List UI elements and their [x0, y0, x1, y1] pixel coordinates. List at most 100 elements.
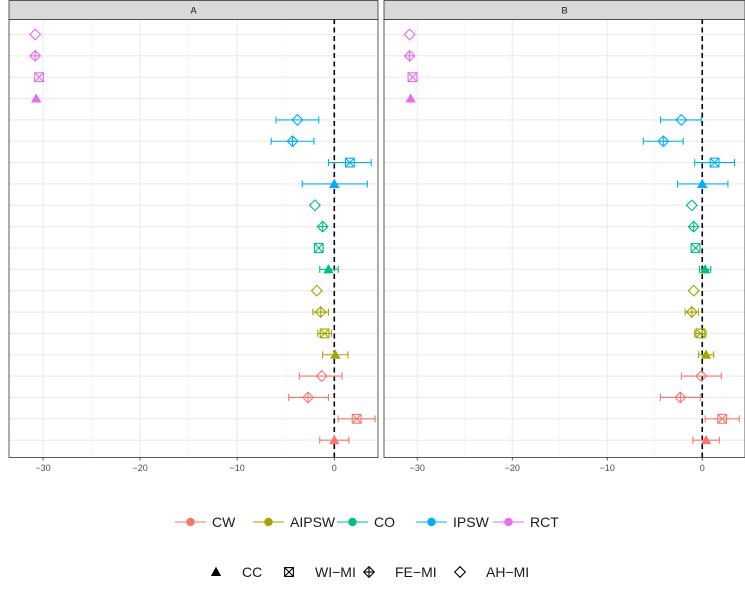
- estimate-cw: [704, 413, 740, 424]
- point-marker: [695, 328, 706, 339]
- point-marker: [697, 178, 708, 188]
- estimate-ipsw: [301, 178, 368, 188]
- point-marker: [403, 28, 416, 41]
- legend-label: CC: [242, 564, 262, 580]
- point-marker: [690, 243, 701, 253]
- estimate-rct: [407, 72, 418, 83]
- point-marker: [329, 178, 340, 188]
- legend-imputations: CC WI−MI FE−MI AH−MI: [210, 564, 529, 580]
- legend-dot: [348, 517, 357, 527]
- estimate-aipsw: [317, 328, 332, 339]
- estimate-cw: [337, 413, 376, 424]
- point-marker: [685, 305, 698, 319]
- estimate-cw: [288, 391, 330, 404]
- point-marker: [405, 93, 416, 103]
- point-marker: [29, 28, 42, 41]
- estimate-rct: [403, 28, 416, 41]
- panel-background: [9, 19, 378, 458]
- legend-label: CO: [374, 514, 395, 530]
- x-tick-label: −30: [410, 463, 425, 473]
- legend-dot: [264, 517, 273, 527]
- panel-background: [384, 19, 745, 458]
- estimate-rct: [29, 28, 42, 41]
- point-marker: [313, 243, 324, 253]
- legend-label: IPSW: [453, 514, 490, 530]
- legend-item-cc: CC: [210, 564, 262, 580]
- estimate-aipsw: [322, 349, 349, 359]
- point-marker: [286, 135, 299, 148]
- estimate-ipsw: [275, 113, 320, 126]
- legend-label: AH−MI: [486, 564, 529, 580]
- legend-label: AIPSW: [290, 514, 336, 530]
- legend-shape: [210, 566, 222, 576]
- point-marker: [314, 305, 327, 319]
- point-marker: [351, 413, 362, 424]
- x-tick-label: −10: [600, 463, 615, 473]
- estimate-cw: [659, 391, 701, 404]
- facet-strip-label: B: [561, 6, 567, 17]
- legend-item-ah-mi: AH−MI: [453, 564, 529, 580]
- estimate-rct: [405, 93, 416, 103]
- point-marker: [344, 157, 355, 168]
- panel-b: B −30 −20 −10 0: [383, 0, 745, 473]
- legend-dot: [504, 517, 513, 527]
- estimate-rct: [34, 72, 45, 83]
- point-marker: [316, 220, 329, 233]
- legend-item-ipsw: IPSW: [416, 514, 490, 530]
- legend-item-rct: RCT: [493, 514, 559, 530]
- point-marker: [308, 199, 321, 212]
- point-marker: [687, 284, 700, 297]
- x-tick-label: −30: [35, 463, 50, 473]
- x-tick-label: 0: [332, 463, 337, 473]
- point-marker: [657, 135, 670, 148]
- estimate-ipsw: [676, 178, 729, 188]
- legend-label: FE−MI: [395, 564, 437, 580]
- legend-label: RCT: [530, 514, 559, 530]
- legend-item-aipsw: AIPSW: [253, 514, 336, 530]
- point-marker: [717, 413, 728, 424]
- estimate-ipsw: [327, 157, 372, 168]
- estimate-co: [313, 243, 324, 253]
- estimate-rct: [30, 93, 42, 103]
- estimate-ipsw: [642, 135, 684, 148]
- estimate-rct: [403, 49, 416, 62]
- legend-item-wi-mi: WI−MI: [284, 564, 356, 580]
- legend-dot: [186, 517, 195, 527]
- estimate-aipsw: [310, 284, 323, 297]
- estimate-ipsw: [694, 157, 736, 168]
- estimate-co: [316, 220, 329, 233]
- estimate-ipsw: [270, 135, 315, 148]
- legend-item-cw: CW: [175, 514, 236, 530]
- legend-methods: CW AIPSW CO IPSW RCT: [175, 514, 559, 530]
- estimate-cw: [319, 434, 350, 445]
- x-tick-label: −20: [132, 463, 147, 473]
- legend-item-fe-mi: FE−MI: [362, 564, 437, 580]
- point-marker: [674, 391, 687, 404]
- point-marker: [695, 370, 708, 383]
- estimate-co: [319, 264, 339, 274]
- estimate-cw: [692, 434, 720, 445]
- point-marker: [709, 157, 720, 168]
- point-marker: [302, 391, 315, 404]
- point-marker: [700, 349, 712, 359]
- legend-label: CW: [212, 514, 236, 530]
- estimate-co: [690, 243, 701, 253]
- panel-a: A −30 −20 −10 0: [8, 0, 379, 473]
- point-marker: [323, 264, 334, 274]
- legend-item-co: CO: [337, 514, 395, 530]
- facet-strip-label: A: [190, 6, 197, 17]
- legend-shape: [362, 565, 376, 579]
- point-marker: [403, 49, 416, 62]
- point-marker: [675, 113, 688, 126]
- point-marker: [685, 199, 698, 212]
- legend-shape: [453, 565, 467, 579]
- point-marker: [291, 113, 304, 126]
- point-marker: [407, 72, 418, 83]
- estimate-aipsw: [684, 305, 700, 319]
- estimate-co: [685, 199, 698, 212]
- point-marker: [330, 349, 341, 359]
- x-tick-label: −20: [505, 463, 520, 473]
- legend-shape: [284, 567, 294, 577]
